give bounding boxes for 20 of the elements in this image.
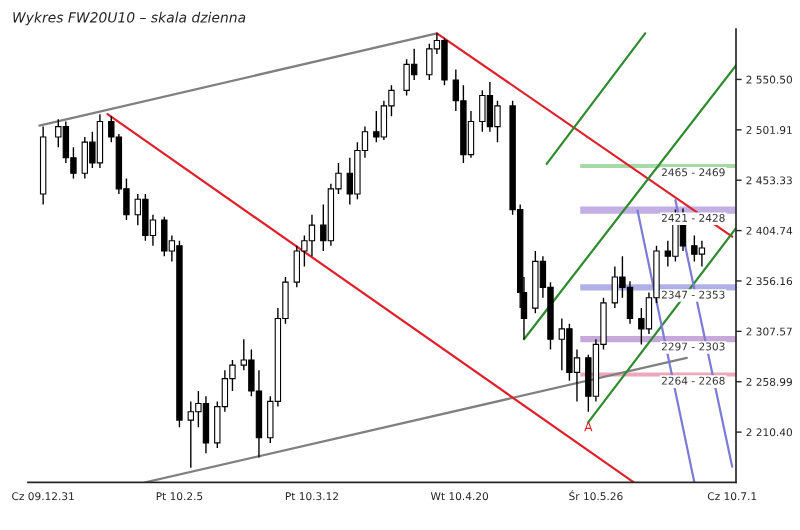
candlestick xyxy=(81,136,88,180)
candlestick xyxy=(202,395,210,454)
candlestick xyxy=(346,157,354,206)
candlestick xyxy=(691,234,698,263)
candlestick xyxy=(187,400,195,469)
candlestick xyxy=(441,37,448,86)
candlestick xyxy=(698,239,706,268)
candlestick xyxy=(161,216,168,257)
candlestick xyxy=(96,113,104,169)
candlestick xyxy=(293,245,301,289)
candlestick xyxy=(308,214,316,257)
candlestick xyxy=(373,110,380,143)
candlestick xyxy=(558,317,566,372)
candlestick xyxy=(494,100,501,143)
candlestick xyxy=(486,81,494,133)
candlestick xyxy=(611,265,619,309)
candlestick xyxy=(479,89,486,133)
candlestick xyxy=(626,280,634,325)
candlestick xyxy=(532,250,539,314)
candlestick xyxy=(142,193,149,242)
